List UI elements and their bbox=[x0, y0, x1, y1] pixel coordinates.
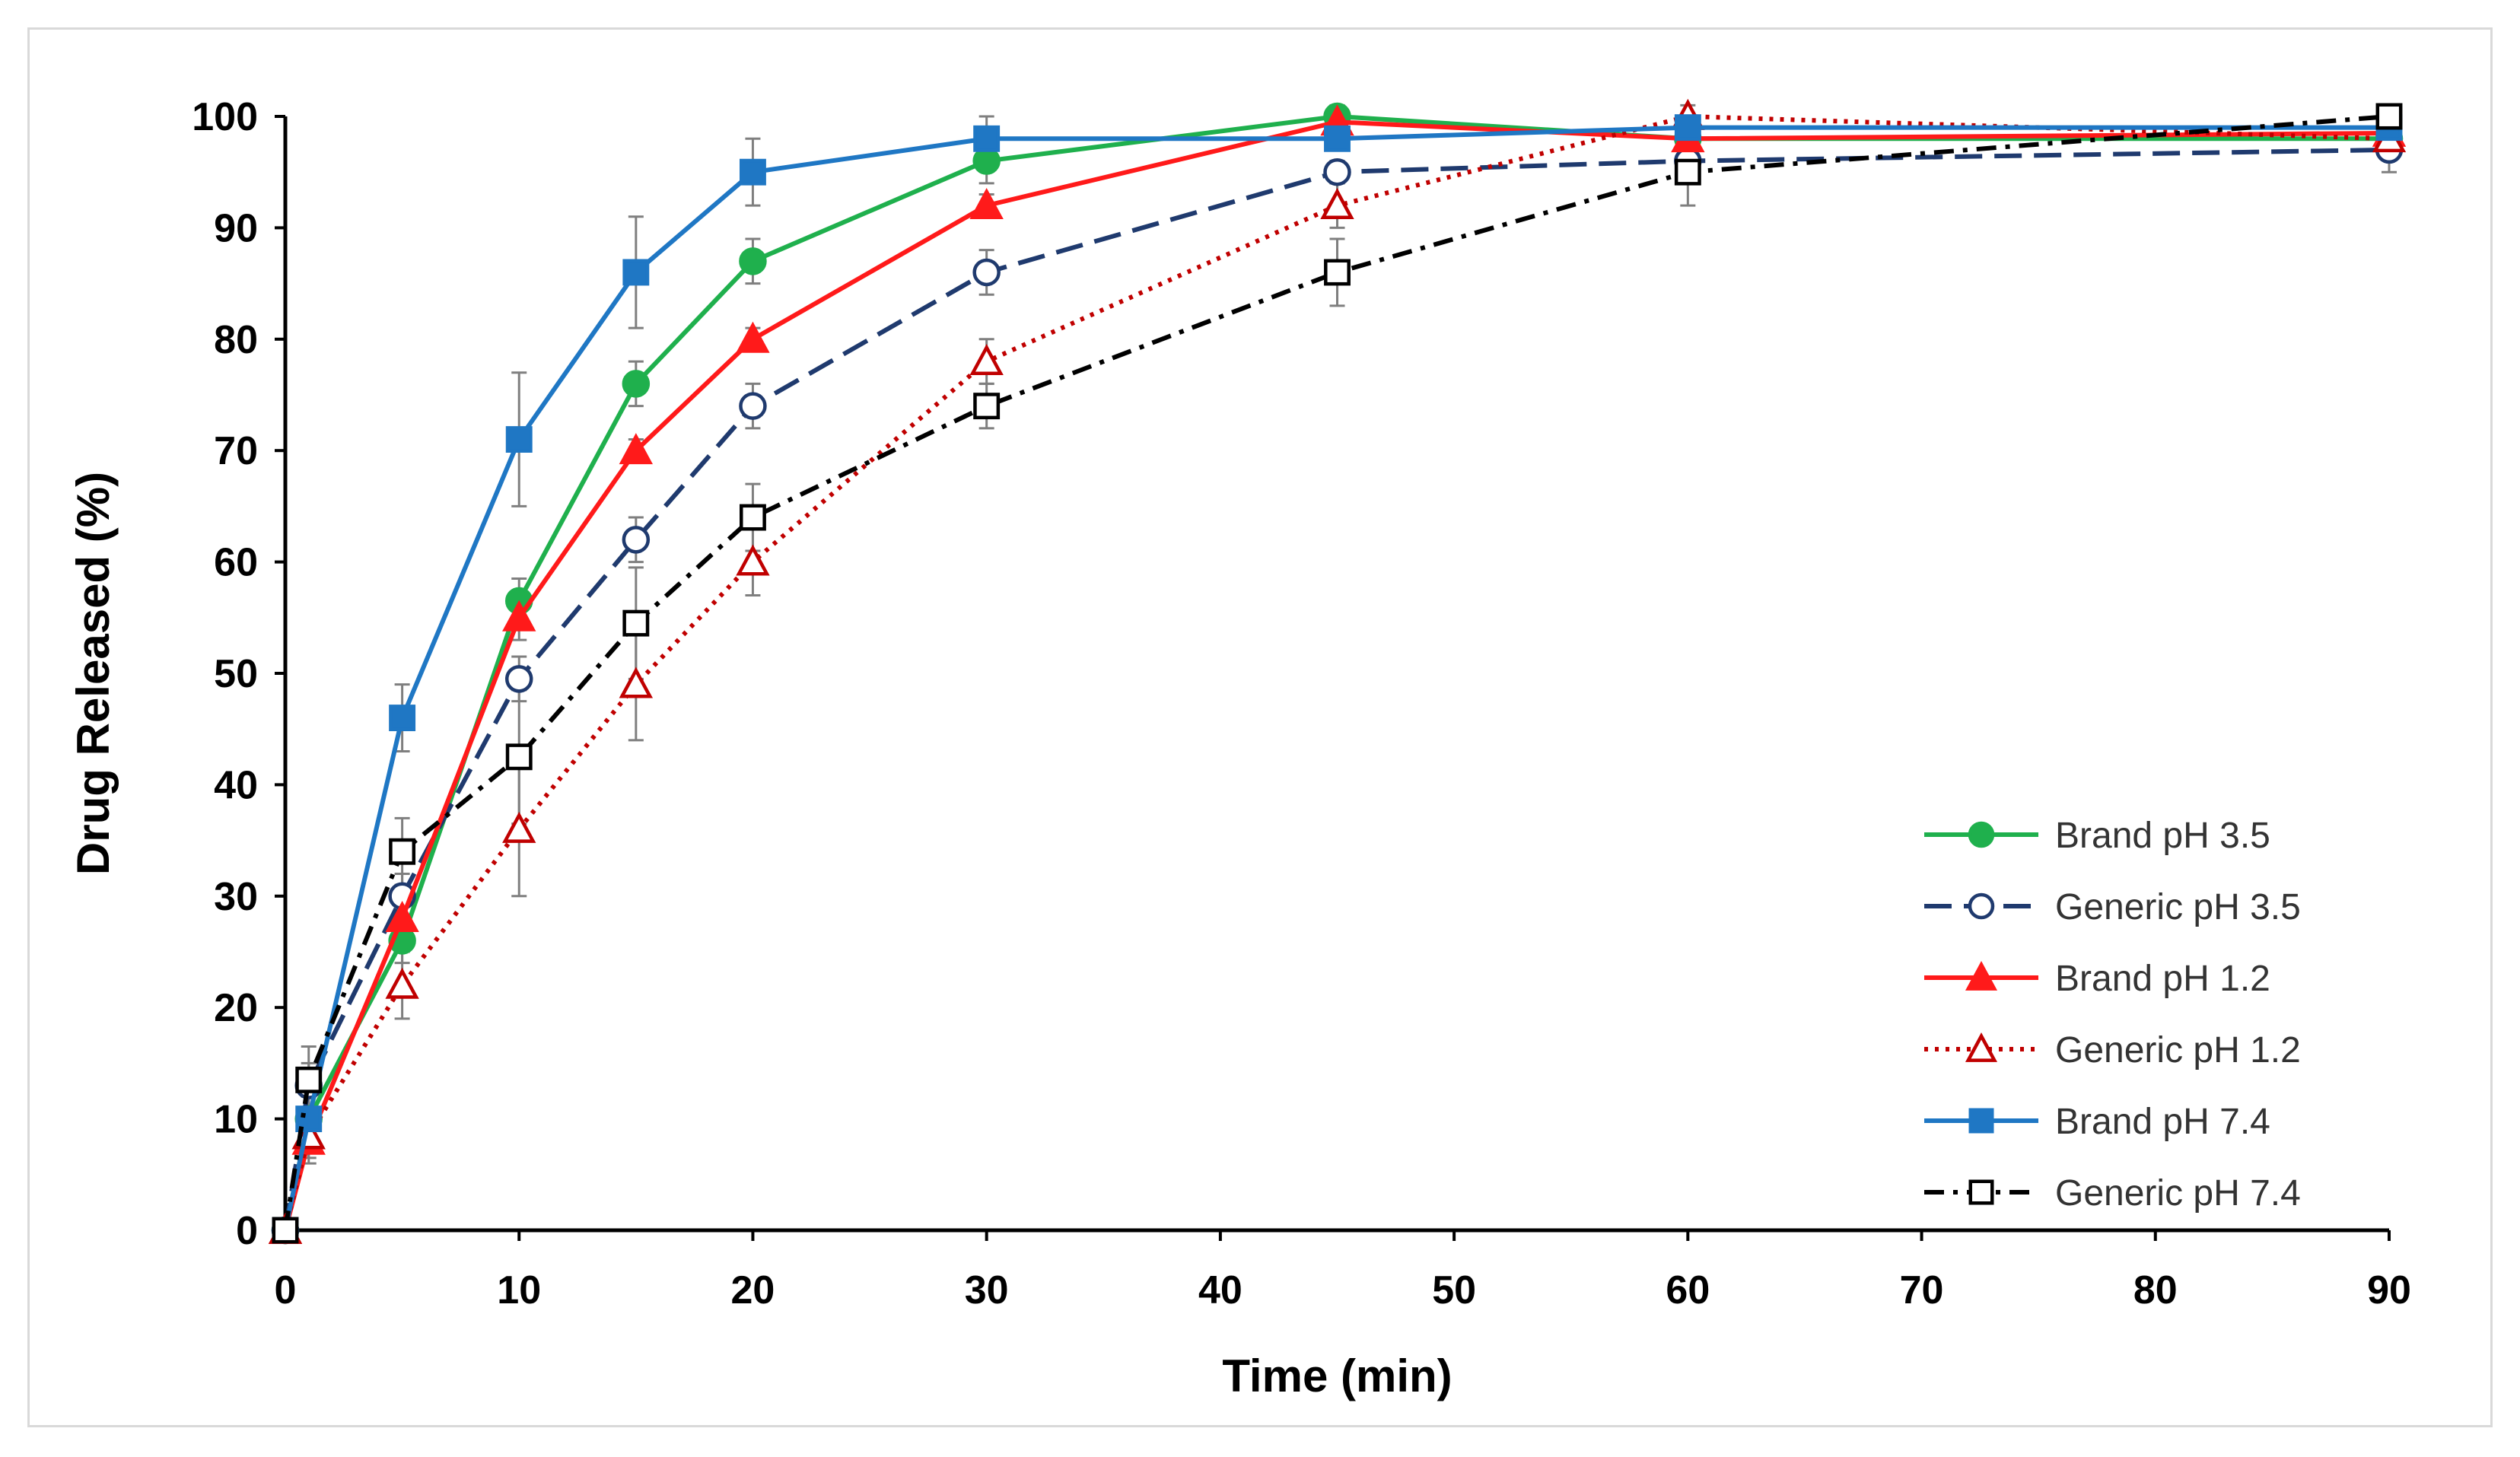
data-point-brand-ph-3-5 bbox=[622, 370, 651, 398]
legend-swatch-marker bbox=[1968, 1108, 1994, 1134]
data-point-generic-ph-3-5 bbox=[972, 258, 1001, 287]
data-point-generic-ph-7-4 bbox=[622, 609, 650, 637]
data-point-generic-ph-7-4 bbox=[272, 1217, 299, 1244]
data-point-generic-ph-7-4 bbox=[2375, 103, 2403, 130]
data-point-generic-ph-7-4 bbox=[1674, 158, 1701, 186]
x-tick-label: 70 bbox=[1900, 1268, 1944, 1312]
series-generic-ph-7-4 bbox=[272, 103, 2403, 1244]
data-point-generic-ph-1-2 bbox=[1320, 187, 1354, 220]
series-line-brand-ph-7-4 bbox=[283, 125, 2389, 1231]
data-point-brand-ph-7-4 bbox=[973, 125, 1001, 152]
data-point-brand-ph-1-2 bbox=[502, 600, 536, 631]
x-tick-label: 40 bbox=[1198, 1268, 1242, 1312]
data-point-brand-ph-7-4 bbox=[505, 426, 533, 453]
data-point-generic-ph-3-5 bbox=[504, 665, 533, 693]
data-point-generic-ph-7-4 bbox=[739, 504, 766, 531]
data-point-generic-ph-3-5 bbox=[1323, 157, 1351, 186]
y-tick-label: 20 bbox=[214, 986, 258, 1030]
legend: Brand pH 3.5 Generic pH 3.5 Brand pH 1.2 Ge… bbox=[1924, 816, 2301, 1214]
data-point-generic-ph-1-2 bbox=[385, 967, 419, 999]
legend-swatch-marker bbox=[1968, 821, 1995, 848]
data-point-generic-ph-3-5 bbox=[622, 526, 651, 554]
legend-item-generic-ph-1-2: Generic pH 1.2 bbox=[1924, 1030, 2301, 1070]
data-point-generic-ph-7-4 bbox=[973, 393, 1001, 420]
data-point-brand-ph-7-4 bbox=[1674, 114, 1701, 142]
data-point-generic-ph-7-4 bbox=[389, 838, 416, 865]
legend-swatch-marker bbox=[1968, 892, 1995, 920]
data-point-brand-ph-7-4 bbox=[622, 259, 650, 286]
y-axis-title: Drug Released (%) bbox=[68, 472, 119, 875]
legend-item-brand-ph-7-4: Brand pH 7.4 bbox=[1924, 1102, 2270, 1142]
data-point-generic-ph-7-4 bbox=[505, 743, 533, 771]
data-point-brand-ph-7-4 bbox=[739, 158, 766, 186]
x-axis-title: Time (min) bbox=[1222, 1350, 1452, 1401]
x-tick-label: 30 bbox=[965, 1268, 1009, 1312]
y-tick-label: 0 bbox=[236, 1209, 258, 1253]
series-line-brand-ph-1-2 bbox=[283, 119, 2390, 1231]
data-point-brand-ph-1-2 bbox=[736, 321, 770, 353]
x-tick-label: 80 bbox=[2133, 1268, 2178, 1312]
data-point-brand-ph-3-5 bbox=[739, 247, 767, 275]
y-tick-label: 100 bbox=[192, 95, 258, 139]
data-point-brand-ph-1-2 bbox=[385, 900, 419, 932]
chart-frame: 0 10 20 30 40 50 60 70 80 90 100 0 10 20 30 40 50 60 70 80 9… bbox=[27, 27, 2493, 1427]
legend-label: Brand pH 1.2 bbox=[2055, 959, 2270, 999]
legend-label: Brand pH 7.4 bbox=[2055, 1102, 2270, 1142]
data-point-brand-ph-7-4 bbox=[1324, 125, 1351, 152]
series-layer bbox=[268, 98, 2407, 1245]
line-chart: 0 10 20 30 40 50 60 70 80 90 100 0 10 20 30 40 50 60 70 80 9… bbox=[68, 95, 2411, 1401]
y-tick-label: 40 bbox=[214, 763, 258, 807]
legend-label: Generic pH 1.2 bbox=[2055, 1030, 2301, 1070]
y-tick-label: 80 bbox=[214, 318, 258, 362]
x-tick-label: 10 bbox=[497, 1268, 541, 1312]
data-point-brand-ph-1-2 bbox=[619, 433, 654, 465]
data-point-brand-ph-3-5 bbox=[972, 147, 1001, 175]
legend-label: Generic pH 7.4 bbox=[2055, 1173, 2301, 1214]
y-tick-label: 10 bbox=[214, 1098, 258, 1142]
data-point-generic-ph-1-2 bbox=[736, 544, 770, 576]
legend-label: Generic pH 3.5 bbox=[2055, 887, 2301, 927]
data-point-generic-ph-1-2 bbox=[619, 666, 654, 698]
legend-item-brand-ph-1-2: Brand pH 1.2 bbox=[1924, 959, 2270, 999]
data-point-brand-ph-7-4 bbox=[389, 705, 416, 732]
data-point-generic-ph-1-2 bbox=[969, 343, 1004, 375]
y-tick-label: 60 bbox=[214, 541, 258, 585]
legend-item-generic-ph-7-4: Generic pH 7.4 bbox=[1924, 1173, 2301, 1214]
x-tick-label: 0 bbox=[275, 1268, 297, 1312]
y-tick-label: 30 bbox=[214, 875, 258, 919]
legend-swatch-marker bbox=[1968, 1179, 1994, 1205]
legend-swatch-marker bbox=[1965, 961, 1998, 991]
x-tick-label: 90 bbox=[2367, 1268, 2411, 1312]
legend-item-brand-ph-3-5: Brand pH 3.5 bbox=[1924, 816, 2270, 856]
data-point-generic-ph-7-4 bbox=[295, 1066, 323, 1093]
data-point-generic-ph-3-5 bbox=[739, 392, 767, 420]
y-tick-label: 90 bbox=[214, 206, 258, 250]
y-tick-label: 50 bbox=[214, 652, 258, 696]
legend-label: Brand pH 3.5 bbox=[2055, 816, 2270, 856]
data-point-generic-ph-1-2 bbox=[502, 811, 536, 843]
x-tick-label: 60 bbox=[1666, 1268, 1710, 1312]
legend-item-generic-ph-3-5: Generic pH 3.5 bbox=[1924, 887, 2301, 927]
legend-swatch-marker bbox=[1965, 1032, 1998, 1062]
data-point-brand-ph-1-2 bbox=[969, 187, 1004, 220]
data-point-generic-ph-7-4 bbox=[1324, 259, 1351, 286]
axes: 0 10 20 30 40 50 60 70 80 90 100 0 10 20 30 40 50 60 70 80 9… bbox=[192, 95, 2411, 1312]
series-line-generic-ph-3-5 bbox=[283, 147, 2390, 1231]
x-tick-label: 50 bbox=[1432, 1268, 1476, 1312]
y-tick-label: 70 bbox=[214, 429, 258, 473]
x-tick-label: 20 bbox=[731, 1268, 775, 1312]
